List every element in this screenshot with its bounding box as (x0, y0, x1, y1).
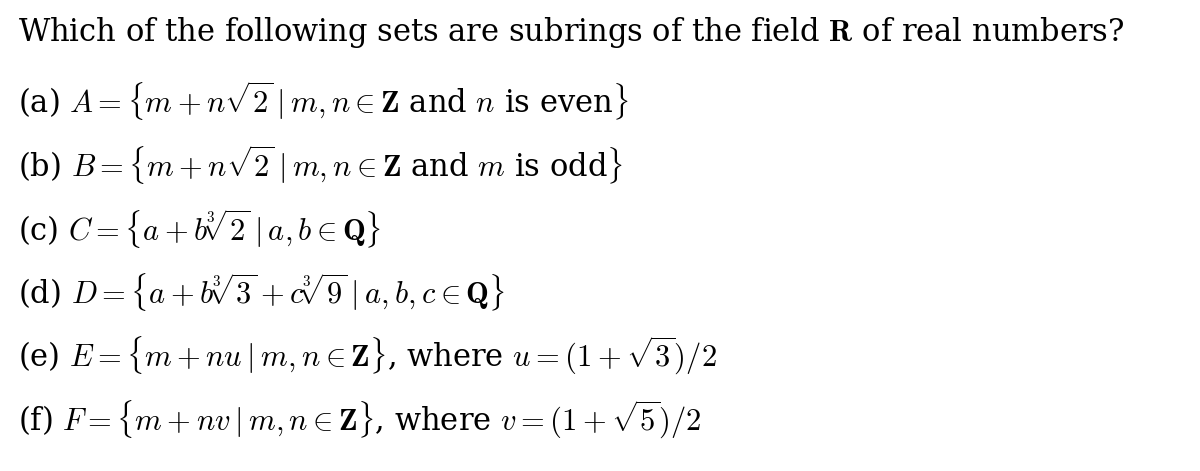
Text: (b) $B = \{m + n\sqrt{2} \mid m,n \in \mathbf{Z}$ and $m$ is odd$\}$: (b) $B = \{m + n\sqrt{2} \mid m,n \in \m… (18, 143, 623, 187)
Text: (c) $C = \{a + b\sqrt[3]{2} \mid a,b \in \mathbf{Q}\}$: (c) $C = \{a + b\sqrt[3]{2} \mid a,b \in… (18, 207, 382, 251)
Text: (e) $E = \{m + nu \mid m,n \in \mathbf{Z}\}$, where $u = (1 + \sqrt{3})/2$: (e) $E = \{m + nu \mid m,n \in \mathbf{Z… (18, 335, 716, 377)
Text: (f) $F = \{m + nv \mid m,n \in \mathbf{Z}\}$, where $v = (1 + \sqrt{5})/2$: (f) $F = \{m + nv \mid m,n \in \mathbf{Z… (18, 399, 702, 441)
Text: (a) $A = \{m + n\sqrt{2} \mid m,n \in \mathbf{Z}$ and $n$ is even$\}$: (a) $A = \{m + n\sqrt{2} \mid m,n \in \m… (18, 79, 629, 122)
Text: (d) $D = \{a + b\sqrt[3]{3} + c\sqrt[3]{9} \mid a,b,c \in \mathbf{Q}\}$: (d) $D = \{a + b\sqrt[3]{3} + c\sqrt[3]{… (18, 271, 505, 314)
Text: Which of the following sets are subrings of the field $\mathbf{R}$ of real numbe: Which of the following sets are subrings… (18, 15, 1124, 50)
